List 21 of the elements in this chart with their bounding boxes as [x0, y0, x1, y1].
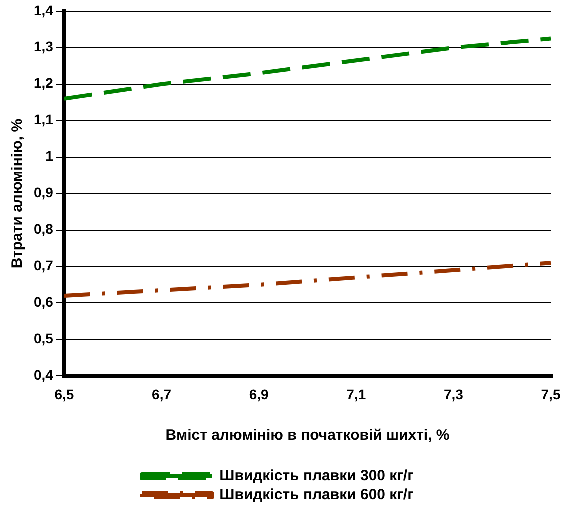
legend-label: Швидкість плавки 300 кг/г — [220, 468, 414, 485]
y-tick-label: 0,5 — [34, 330, 54, 347]
y-tick-label: 0,4 — [34, 367, 54, 384]
x-axis-title: Вміст алюмінію в початковій шихті, % — [166, 427, 450, 444]
y-tick-label: 0,7 — [34, 258, 54, 274]
x-tick-label: 6,5 — [54, 386, 74, 402]
y-tick-label: 1 — [46, 148, 54, 164]
x-tick-label: 7,5 — [541, 386, 561, 402]
x-tick-label: 7,3 — [444, 386, 464, 402]
y-tick-label: 1,3 — [34, 38, 54, 55]
x-tick-label: 7,1 — [346, 386, 366, 402]
y-tick-label: 1,2 — [34, 75, 54, 92]
y-tick-label: 0,6 — [34, 294, 54, 310]
y-tick-label: 0,8 — [34, 221, 54, 238]
y-tick-label: 0,9 — [34, 184, 54, 201]
y-tick-label: 1,4 — [34, 2, 54, 18]
x-tick-label: 6,9 — [249, 386, 270, 402]
x-tick-label: 6,7 — [152, 386, 172, 402]
legend-label: Швидкість плавки 600 кг/г — [220, 486, 414, 504]
y-tick-label: 1,1 — [34, 112, 54, 128]
y-axis-title: Втрати алюмінію, % — [9, 118, 26, 269]
